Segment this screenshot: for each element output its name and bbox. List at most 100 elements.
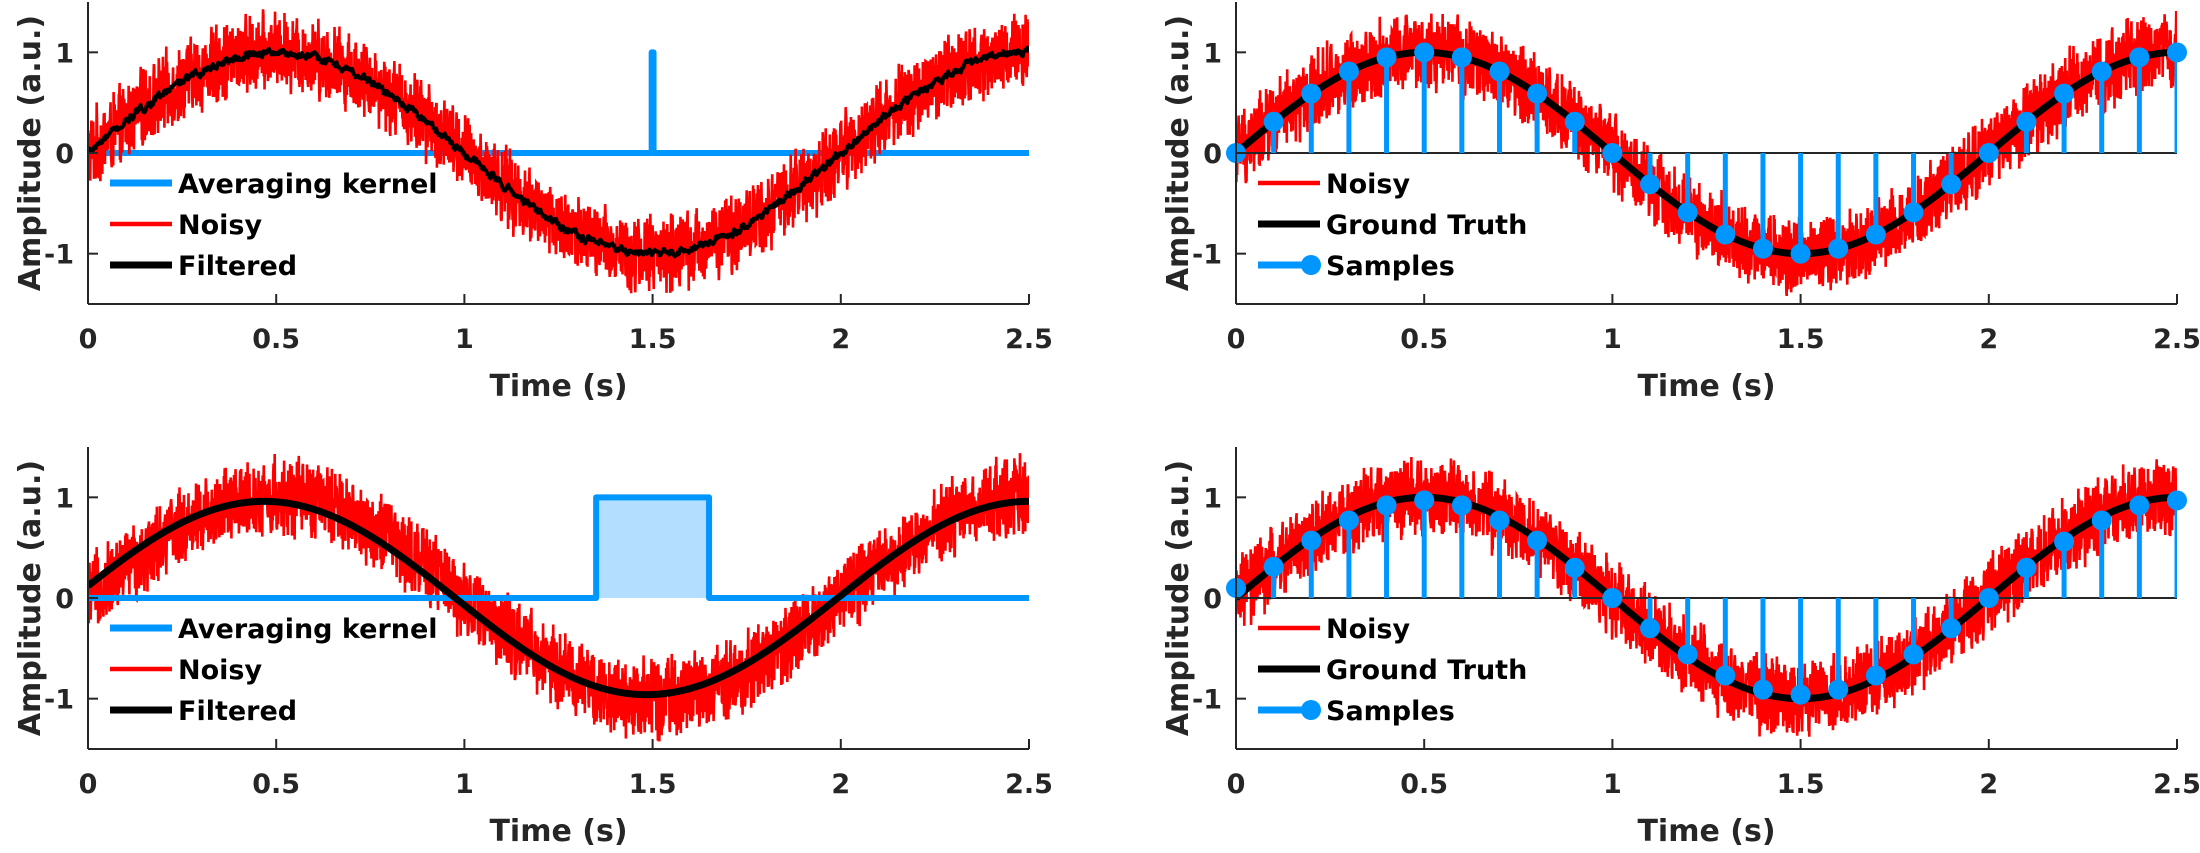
sample-marker [1828, 679, 1849, 700]
noisy-signal-line [88, 9, 1029, 294]
sample-marker [1489, 61, 1510, 82]
sample-marker [1338, 61, 1359, 82]
sample-marker [1677, 644, 1698, 665]
x-tick-label: 2 [1979, 769, 1998, 800]
x-tick-label: 1.5 [629, 769, 677, 800]
kernel-fill [596, 497, 710, 598]
sample-marker [1263, 111, 1284, 132]
sample-marker [2016, 557, 2037, 578]
sample-marker [1752, 679, 1773, 700]
x-axis-label: Time (s) [489, 814, 627, 849]
x-tick-label: 0 [1227, 769, 1246, 800]
legend-label: Averaging kernel [178, 614, 438, 645]
sample-marker [1865, 665, 1886, 686]
sample-marker [2016, 111, 2037, 132]
x-tick-label: 2 [1979, 324, 1998, 355]
x-tick-label: 1.5 [1777, 324, 1825, 355]
panel-top-right: -1 0 1 0 0.5 1 1.5 2 2.5 Time (s) Amplitude (a.u.)… [1161, 2, 2200, 404]
legend: Noisy Ground Truth Samples [1258, 169, 1527, 282]
sample-marker [1451, 47, 1472, 68]
sample-marker [1978, 143, 1999, 163]
sample-marker [2091, 61, 2112, 82]
plot-area [88, 9, 1029, 294]
noisy-signal-line [1236, 456, 2177, 737]
sample-marker [2129, 495, 2150, 516]
sample-marker [1564, 557, 1585, 578]
x-tick-label: 0.5 [252, 769, 300, 800]
x-tick-label: 0.5 [252, 324, 300, 355]
sample-marker [1263, 556, 1284, 577]
x-axis-label: Time (s) [489, 369, 627, 404]
y-tick-label: 0 [1203, 584, 1222, 615]
filtered-signal-line [88, 45, 1029, 259]
x-axis-label: Time (s) [1637, 369, 1775, 404]
sample-marker [1640, 174, 1661, 195]
y-axis-label: Amplitude (a.u.) [1161, 15, 1196, 291]
kernel-line [88, 49, 1029, 156]
kernel-line [88, 494, 1029, 601]
x-tick-label: 0.5 [1400, 769, 1448, 800]
x-tick-label: 1.5 [1777, 769, 1825, 800]
sample-marker [1376, 47, 1397, 68]
y-tick-label: -1 [1192, 240, 1222, 271]
x-tick-label: 2.5 [1005, 324, 1053, 355]
x-tick-label: 1.5 [629, 324, 677, 355]
y-tick-label: 0 [55, 584, 74, 615]
sample-marker [1451, 495, 1472, 516]
panel-top-left: -1 0 1 0 0.5 1 1.5 2 2.5 Time (s) Amplitude (a.u.)… [13, 2, 1053, 404]
x-tick-label: 1 [455, 324, 474, 355]
y-tick-label: -1 [1192, 685, 1222, 716]
sample-marker [1790, 684, 1811, 705]
y-axis-label: Amplitude (a.u.) [13, 460, 48, 736]
y-tick-label: -1 [44, 240, 74, 271]
y-tick-label: 1 [1203, 38, 1222, 69]
sample-marker [1376, 495, 1397, 516]
y-tick-label: 0 [55, 139, 74, 170]
y-tick-label: 1 [55, 38, 74, 69]
sample-marker [2054, 83, 2075, 104]
x-tick-label: 2 [831, 769, 850, 800]
x-tick-label: 0 [79, 324, 98, 355]
sample-marker [1752, 238, 1773, 259]
sample-marker [1978, 588, 1999, 608]
sample-marker [1677, 202, 1698, 223]
sample-marker [1489, 510, 1510, 531]
sample-marker [1715, 665, 1736, 686]
x-tick-label: 1 [1603, 324, 1622, 355]
sample-marker [2091, 510, 2112, 531]
x-tick-label: 0 [1227, 324, 1246, 355]
y-axis-label: Amplitude (a.u.) [1161, 460, 1196, 736]
sample-marker [1790, 243, 1811, 264]
sample-marker [1903, 202, 1924, 223]
x-axis-label: Time (s) [1637, 814, 1775, 849]
sample-marker [1941, 618, 1962, 639]
sample-marker [1338, 510, 1359, 531]
legend-label: Noisy [1326, 169, 1410, 200]
legend: Averaging kernel Noisy Filtered [110, 614, 438, 727]
legend-label: Samples [1326, 696, 1455, 727]
legend-marker [1301, 255, 1321, 275]
x-tick-label: 1 [1603, 769, 1622, 800]
legend-marker [1301, 700, 1321, 720]
x-tick-label: 1 [455, 769, 474, 800]
sample-marker [2129, 47, 2150, 68]
legend-label: Filtered [178, 251, 297, 282]
plot-area [1236, 456, 2177, 737]
legend-label: Ground Truth [1326, 655, 1527, 686]
y-axis-label: Amplitude (a.u.) [13, 15, 48, 291]
sample-marker [1414, 42, 1435, 63]
x-tick-label: 2.5 [2153, 324, 2200, 355]
sample-marker [1865, 224, 1886, 245]
legend-label: Samples [1326, 251, 1455, 282]
sample-marker [1602, 588, 1623, 608]
legend-label: Noisy [178, 210, 262, 241]
sample-marker [1527, 83, 1548, 104]
x-tick-label: 0.5 [1400, 324, 1448, 355]
sample-marker [1301, 83, 1322, 104]
legend-label: Noisy [1326, 614, 1410, 645]
x-tick-label: 2 [831, 324, 850, 355]
filtered-signal-line [88, 497, 1029, 699]
sample-marker [1640, 618, 1661, 639]
sample-marker [1715, 224, 1736, 245]
sample-marker [1301, 530, 1322, 551]
